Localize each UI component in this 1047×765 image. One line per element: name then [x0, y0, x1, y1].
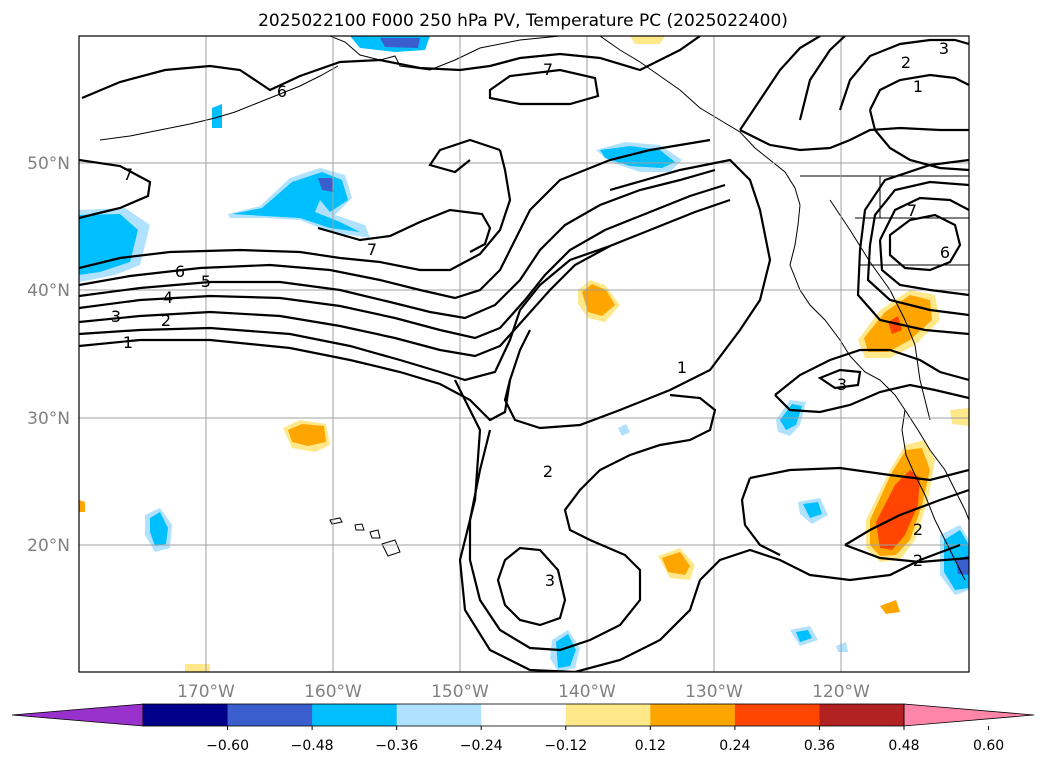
colorbar-segment	[481, 704, 567, 726]
contour-2-south	[468, 393, 717, 652]
colorbar-segment	[565, 704, 651, 726]
contour-3	[79, 198, 731, 358]
contour-3-south	[496, 546, 567, 627]
latitude-labels: 50°N 40°N 30°N 20°N	[27, 154, 70, 556]
contour-label: 2	[543, 462, 553, 481]
graticule	[79, 36, 969, 672]
colorbar-tick-label: 0.36	[804, 738, 835, 754]
contour-1-east	[739, 36, 821, 131]
contour-7-north	[81, 36, 701, 100]
contour-2	[79, 244, 611, 382]
contour-label: 7	[367, 240, 377, 259]
temperature-contours	[79, 36, 969, 672]
lon-label: 150°W	[431, 682, 489, 702]
lat-label: 50°N	[27, 154, 70, 174]
contour-label: 5	[201, 272, 211, 291]
contour-label: 7	[123, 165, 133, 184]
contour-4	[79, 183, 726, 340]
contour-5	[79, 168, 716, 320]
colorbar-tick-label: −0.60	[206, 738, 249, 754]
colorbar: −0.60 −0.48 −0.36 −0.24 −0.12 0.12 0.24 0.36 0.4…	[11, 703, 1035, 754]
lon-label: 130°W	[685, 682, 743, 702]
colorbar-tick-label: −0.48	[291, 738, 334, 754]
map-plot-area: 7 6 7 7 6 5 4 3 2 1 1 2 3 3 2 1 2 6 7 3 …	[79, 36, 969, 672]
contour-6	[79, 138, 711, 300]
colorbar-segment	[650, 704, 736, 726]
contour-label: 1	[913, 77, 923, 96]
contour-label: 6	[175, 262, 185, 281]
plot-frame	[78, 35, 970, 673]
contour-label: 1	[123, 333, 133, 352]
contour-label: 2	[901, 53, 911, 72]
contour-label: 4	[163, 288, 173, 307]
lat-label: 40°N	[27, 281, 70, 301]
contour-label: 3	[939, 39, 949, 58]
contour-6-east	[888, 213, 962, 272]
colorbar-segment	[819, 704, 905, 726]
coastlines	[99, 36, 969, 581]
contour-label: 2	[913, 520, 923, 539]
us-west-coast	[789, 204, 931, 451]
contour-label: 7	[543, 60, 553, 79]
contour-7-mid	[79, 158, 152, 220]
border-line	[800, 175, 969, 266]
colorbar-tick-labels: −0.60 −0.48 −0.36 −0.24 −0.12 0.12 0.24 0.36 0.4…	[206, 726, 1004, 754]
contour-label: 6	[277, 82, 287, 101]
alaska-coast	[329, 36, 561, 71]
lon-label: 160°W	[304, 682, 362, 702]
colorbar-tick-label: −0.24	[460, 738, 503, 754]
colorbar-tick-label: −0.36	[375, 738, 418, 754]
colorbar-extend-high	[903, 703, 1035, 727]
baja-coast	[901, 409, 966, 581]
colorbar-segment	[396, 704, 482, 726]
canada-coast	[599, 36, 801, 206]
lon-label: 170°W	[177, 682, 235, 702]
contour-3-east	[774, 348, 969, 396]
colorbar-segments	[11, 703, 1035, 727]
contour-label: 2	[161, 311, 171, 330]
contour-label: 1	[677, 358, 687, 377]
lat-label: 30°N	[27, 409, 70, 429]
colorbar-extend-low	[11, 703, 144, 727]
colorbar-frame	[142, 703, 905, 727]
lon-label: 120°W	[812, 682, 870, 702]
contour-2-east	[844, 488, 969, 546]
colorbar-tick-label: 0.60	[973, 738, 1004, 754]
colorbar-segment	[143, 704, 229, 726]
lon-label: 140°W	[558, 682, 616, 702]
contour-label: 3	[545, 571, 555, 590]
colorbar-tick-label: 0.48	[888, 738, 919, 754]
colorbar-tick-label: −0.12	[544, 738, 587, 754]
map-title: 2025022100 F000 250 hPa PV, Temperature …	[258, 11, 788, 31]
lat-label: 20°N	[27, 536, 70, 556]
contour-labels: 7 6 7 7 6 5 4 3 2 1 1 2 3 3 2 1 2 6 7 3 …	[111, 39, 950, 590]
contour-label: 2	[913, 551, 923, 570]
colorbar-segment	[227, 704, 313, 726]
colorbar-tick-label: 0.12	[635, 738, 666, 754]
hawaii-islands	[329, 517, 401, 557]
contour-label: 3	[111, 307, 121, 326]
colorbar-tick-label: 0.24	[719, 738, 750, 754]
longitude-labels: 170°W 160°W 150°W 140°W 130°W 120°W	[177, 682, 870, 702]
contour-label: 6	[940, 243, 950, 262]
contour-label: 7	[907, 201, 917, 220]
colorbar-segment	[734, 704, 820, 726]
contour-label: 3	[837, 375, 847, 394]
colorbar-segment	[312, 704, 398, 726]
